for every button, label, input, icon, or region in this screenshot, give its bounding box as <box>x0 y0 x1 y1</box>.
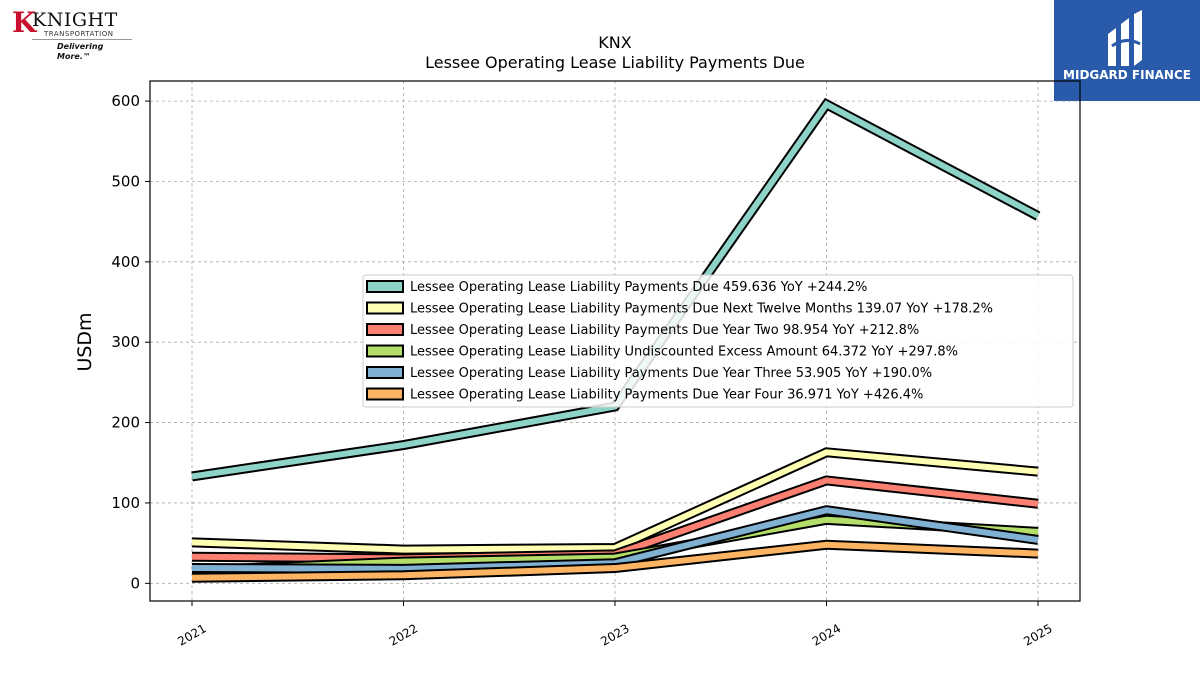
series-line <box>191 541 1039 581</box>
midgard-mark-icon <box>1108 10 1142 66</box>
legend-swatch <box>366 280 404 293</box>
legend: Lessee Operating Lease Liability Payment… <box>362 274 1074 408</box>
y-tick-label: 0 <box>130 574 140 592</box>
legend-entry: Lessee Operating Lease Liability Payment… <box>410 280 867 295</box>
chart-title: KNX <box>598 33 631 52</box>
legend-swatch <box>366 323 404 336</box>
y-tick-label: 400 <box>111 253 140 271</box>
knight-logo-sub: TRANSPORTATION <box>44 30 114 38</box>
knight-logo-rule <box>32 39 132 40</box>
legend-entry: Lessee Operating Lease Liability Payment… <box>410 323 919 338</box>
y-tick-label: 600 <box>111 92 140 110</box>
legend-swatch <box>366 366 404 379</box>
y-tick-label: 100 <box>111 494 140 512</box>
legend-swatch <box>366 301 404 315</box>
legend-entry: Lessee Operating Lease Liability Payment… <box>410 388 923 403</box>
x-tick-label: 2024 <box>810 621 843 648</box>
y-tick-label: 500 <box>111 172 140 190</box>
legend-swatch <box>366 387 404 401</box>
knight-logo-letter: K <box>12 6 37 39</box>
legend-entry: Lessee Operating Lease Liability Payment… <box>410 302 993 317</box>
x-tick-label: 2022 <box>387 621 420 648</box>
y-axis-label: USDm <box>74 312 96 371</box>
midgard-logo-text: MIDGARD FINANCE <box>1063 68 1191 82</box>
x-tick-label: 2025 <box>1021 621 1054 648</box>
knight-logo-name: KNIGHT <box>32 9 118 31</box>
y-tick-label: 200 <box>111 414 140 432</box>
knight-transportation-logo: K KNIGHT TRANSPORTATION Delivering More.… <box>12 6 137 61</box>
legend-entry: Lessee Operating Lease Liability Payment… <box>410 366 932 381</box>
knight-logo-tagline: Delivering More.™ <box>57 42 104 61</box>
legend-box <box>362 274 1074 408</box>
midgard-finance-logo: MIDGARD FINANCE <box>1054 0 1200 101</box>
x-tick-label: 2023 <box>598 621 631 648</box>
legend-swatch <box>366 344 404 358</box>
x-tick-label: 2021 <box>175 621 208 648</box>
legend-entry: Lessee Operating Lease Liability Undisco… <box>410 345 958 360</box>
chart-subtitle: Lessee Operating Lease Liability Payment… <box>425 53 805 72</box>
y-tick-label: 300 <box>111 333 140 351</box>
series-line <box>191 449 1039 553</box>
